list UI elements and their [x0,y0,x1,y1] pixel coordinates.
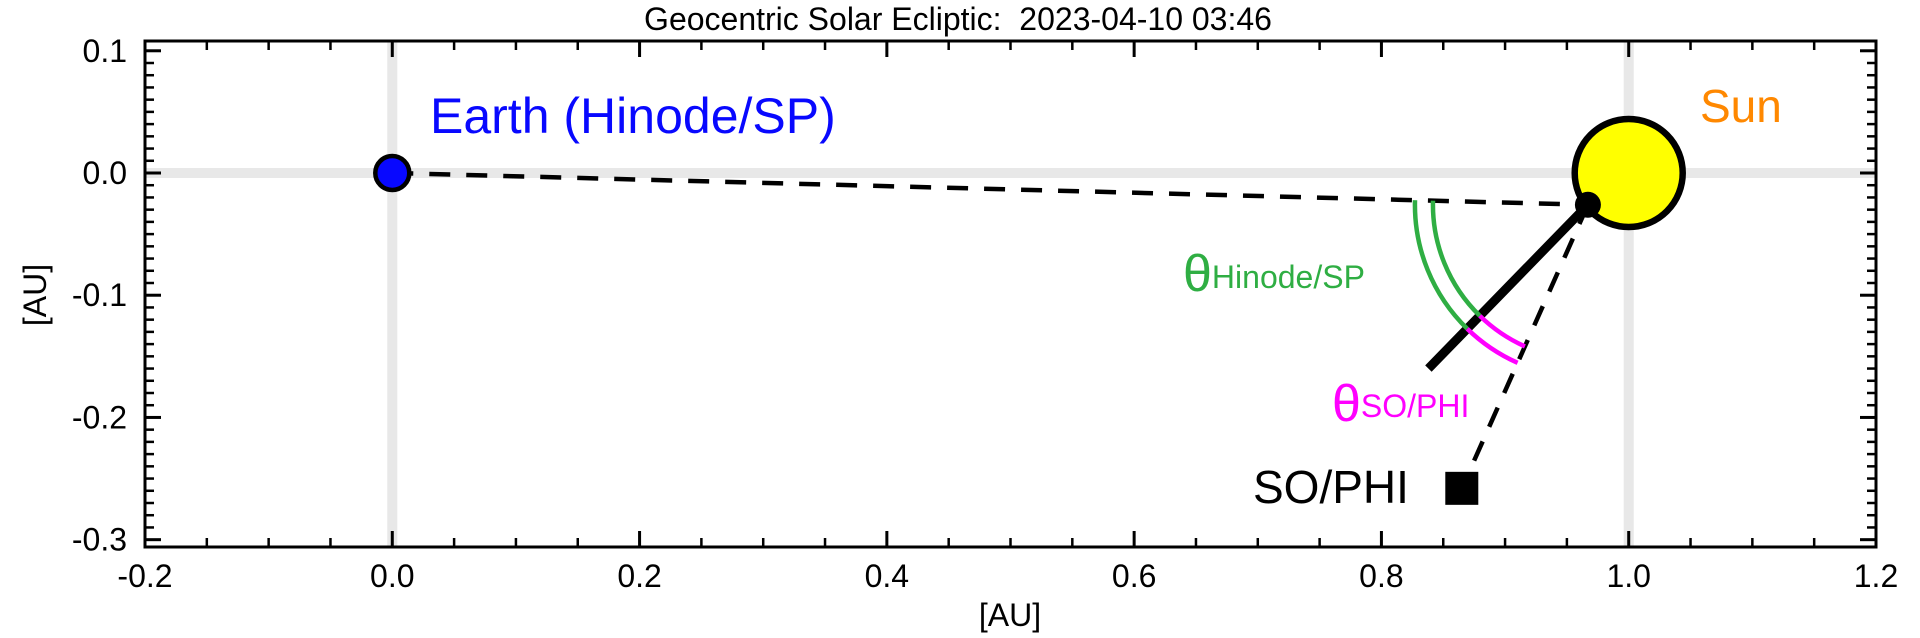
earth-marker [373,153,412,193]
x-tick-label: 0.8 [1359,558,1403,594]
y-tick-label: 0.0 [83,155,127,191]
x-tick-label: -0.2 [117,558,172,594]
x-tick-label: 0.0 [370,558,414,594]
axes: -0.2 0.0 0.2 0.4 0.6 0.8 1.0 1.20.10.0-0.1-0.2-… [72,33,1898,594]
theta-hinode-label: θHinode/SP [1183,245,1365,303]
sun-marker [1571,115,1686,231]
theta-sophi-label: θSO/PHI [1332,375,1469,433]
plot-border [143,39,1878,549]
sophi-sightline [1459,203,1590,490]
y-tick-label: -0.3 [72,522,127,558]
theta-hinode-symbol: θ [1183,245,1212,303]
so-phi-label: SO/PHI [1253,461,1409,513]
angle-arc-0 [1430,200,1482,318]
sun_target-marker [1574,191,1601,218]
y-tick-label: -0.2 [72,399,127,435]
angle-arc-0 [1412,200,1469,331]
sun-label: Sun [1700,80,1782,132]
y-axis-label: [AU] [17,264,53,326]
y-tick-label: 0.1 [83,33,127,69]
angle-arc-1 [1478,314,1526,349]
surface-normal-line [1425,201,1592,372]
x-tick-label: 1.0 [1606,558,1650,594]
x-tick-label: 0.4 [865,558,909,594]
earth-label: Earth (Hinode/SP) [430,88,836,144]
theta-sophi-symbol: θ [1332,375,1361,433]
data-layer [373,115,1686,505]
so_phi-marker [1445,471,1479,505]
x-axis-label: [AU] [979,597,1041,633]
plot-title: Geocentric Solar Ecliptic: 2023-04-10 03… [644,1,1272,37]
theta-sophi-subscript: SO/PHI [1361,388,1469,424]
theta-hinode-subscript: Hinode/SP [1212,259,1365,295]
y-tick-label: -0.1 [72,277,127,313]
x-tick-label: 0.2 [617,558,661,594]
x-tick-label: 1.2 [1854,558,1898,594]
earth-sightline [392,170,1588,208]
gridlines [145,41,1876,547]
angle-arc-1 [1465,327,1519,365]
x-tick-label: 0.6 [1112,558,1156,594]
